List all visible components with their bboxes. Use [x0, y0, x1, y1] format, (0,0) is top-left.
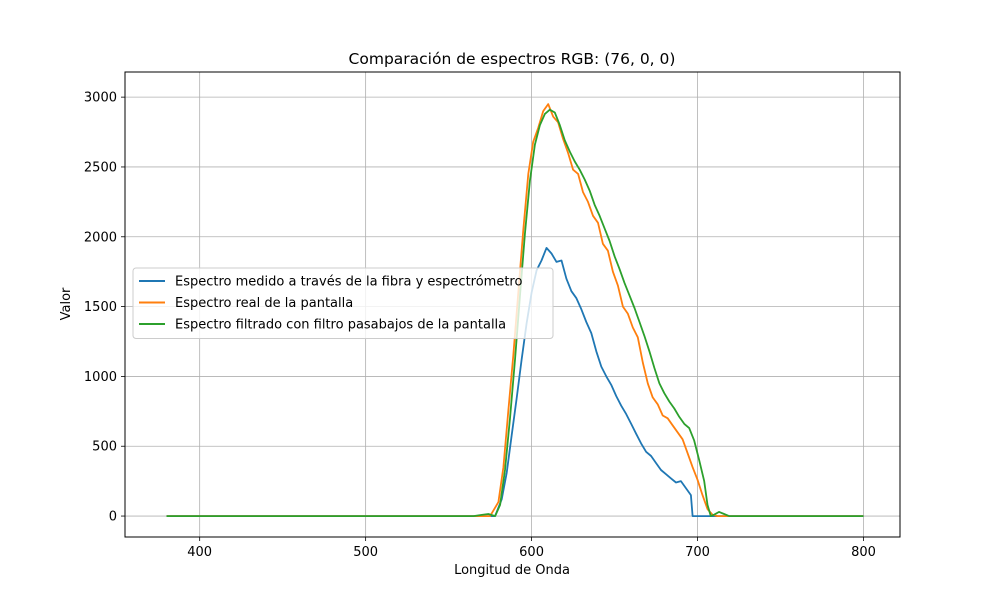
y-tick-label: 1500 — [84, 300, 117, 315]
legend-box — [132, 267, 554, 339]
legend: Espectro medido a través de la fibra y e… — [132, 267, 554, 339]
legend-label: Espectro filtrado con filtro pasabajos d… — [175, 318, 506, 333]
y-tick-label: 3000 — [84, 91, 117, 106]
x-tick-label: 600 — [519, 545, 544, 560]
legend-label: Espectro medido a través de la fibra y e… — [175, 275, 522, 290]
series-line-2 — [166, 103, 864, 517]
y-tick-label: 2000 — [84, 230, 117, 245]
x-tick-label: 800 — [851, 545, 876, 560]
x-axis-label: Longitud de Onda — [454, 563, 570, 578]
x-tick-label: 700 — [685, 545, 710, 560]
chart-title: Comparación de espectros RGB: (76, 0, 0) — [349, 50, 676, 68]
y-tick-label: 1000 — [84, 370, 117, 385]
axis-ticks: 400 500 600 700 800 0 500 1000 1500 2000 2500 3000 — [84, 91, 876, 560]
x-tick-label: 500 — [353, 545, 378, 560]
plot-area-frame — [124, 71, 901, 538]
legend-label: Espectro real de la pantalla — [175, 296, 353, 311]
series-line-1 — [166, 246, 864, 517]
y-tick-label: 0 — [109, 510, 117, 525]
y-tick-label: 500 — [92, 440, 117, 455]
x-tick-label: 400 — [187, 545, 212, 560]
y-axis-label: Valor — [59, 287, 74, 320]
y-tick-label: 2500 — [84, 160, 117, 175]
